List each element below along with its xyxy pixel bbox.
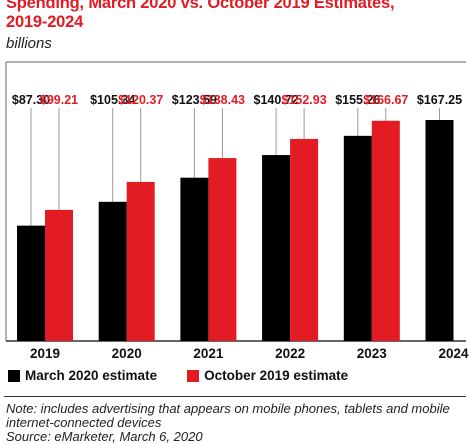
x-tick-label-2024: 2024 (438, 346, 469, 361)
bar-march-2023 (343, 135, 372, 341)
chart-note: Note: includes advertising that appears … (6, 401, 450, 430)
bar-march-2021 (180, 177, 209, 341)
chart-legend: March 2020 estimate October 2019 estimat… (8, 368, 378, 383)
bar-march-2024 (425, 120, 454, 341)
bar-march-2019 (17, 225, 45, 341)
chart-title-line-2: 2019-2024 (6, 13, 84, 31)
data-label-march-2020: $105.34 (90, 93, 135, 107)
legend-item-october: October 2019 estimate (187, 368, 348, 383)
data-label-october-2019: $99.21 (40, 93, 78, 107)
data-label-october-2022: $152.93 (282, 93, 327, 107)
bar-march-2022 (262, 155, 291, 341)
x-tick-label-2020: 2020 (112, 346, 142, 361)
legend-swatch-october (187, 369, 200, 382)
x-tick-label-2021: 2021 (193, 346, 224, 361)
data-label-march-2022: $140.72 (254, 93, 299, 107)
data-label-october-2023: $166.67 (363, 93, 408, 107)
bar-october-2021 (208, 158, 237, 341)
legend-label-october: October 2019 estimate (204, 368, 349, 383)
chart-subtitle: billions (6, 35, 52, 52)
data-label-march-2023: $155.26 (335, 93, 380, 107)
data-label-march-2019: $87.30 (12, 93, 50, 107)
legend-item-march: March 2020 estimate (8, 368, 157, 383)
x-tick-label-2023: 2023 (357, 346, 388, 361)
x-tick-label-2019: 2019 (30, 346, 60, 361)
bar-october-2019 (45, 209, 73, 341)
data-label-march-2024: $167.25 (417, 93, 462, 107)
bar-october-2022 (290, 138, 319, 341)
chart-title-line-1: Spending, March 2020 vs. October 2019 Es… (6, 0, 395, 12)
bar-october-2023 (371, 120, 400, 342)
bar-march-2020 (98, 201, 127, 341)
bar-october-2020 (126, 181, 155, 341)
legend-swatch-march (8, 369, 20, 382)
legend-label-march: March 2020 estimate (25, 368, 158, 383)
data-label-october-2021: $138.43 (200, 93, 245, 107)
data-label-october-2020: $120.37 (118, 93, 163, 107)
x-tick-label-2022: 2022 (275, 346, 305, 361)
footer-divider (4, 396, 466, 397)
data-label-march-2021: $123.59 (172, 93, 217, 107)
